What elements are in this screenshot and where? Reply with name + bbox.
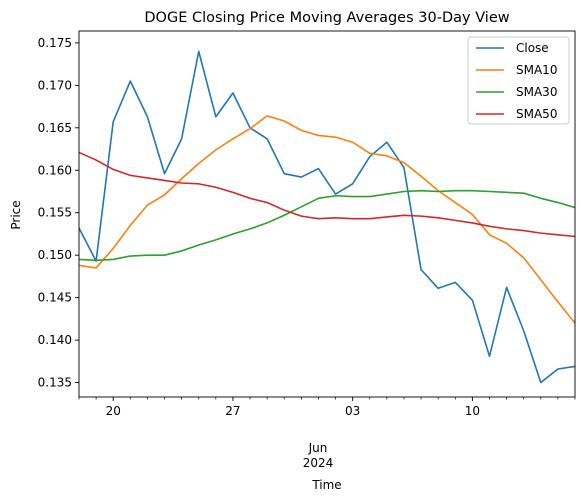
x-tick-label: 27	[225, 404, 240, 418]
series-line-close	[79, 50, 575, 384]
series-line-sma30	[79, 189, 575, 262]
legend-label-sma10: SMA10	[516, 63, 557, 77]
x-axis-year-label: 2024	[303, 456, 334, 470]
x-axis-month-label: Jun	[308, 441, 328, 455]
x-tick-label: 03	[345, 404, 360, 418]
x-tick-label: 10	[465, 404, 480, 418]
x-tick-label: 20	[106, 404, 121, 418]
y-tick-label: 0.150	[38, 248, 72, 262]
y-tick-label: 0.175	[38, 36, 72, 50]
y-tick-label: 0.145	[38, 291, 72, 305]
legend-label-sma50: SMA50	[516, 107, 557, 121]
x-axis-label: Time	[311, 478, 341, 492]
legend-box	[467, 36, 570, 125]
y-tick-label: 0.155	[38, 206, 72, 220]
plot-frame	[78, 30, 576, 398]
legend: Close SMA10 SMA30 SMA50	[467, 36, 570, 125]
series-line-sma10	[79, 115, 575, 324]
chart-title: DOGE Closing Price Moving Averages 30-Da…	[144, 10, 509, 26]
y-tick-label: 0.135	[38, 376, 72, 390]
legend-label-sma30: SMA30	[516, 85, 557, 99]
y-tick-label: 0.170	[38, 78, 72, 92]
y-tick-label: 0.160	[38, 163, 72, 177]
legend-label-close: Close	[516, 41, 549, 55]
y-tick-label: 0.165	[38, 121, 72, 135]
series-line-sma50	[79, 151, 575, 238]
y-tick-label: 0.140	[38, 333, 72, 347]
y-axis-label: Price	[9, 200, 23, 229]
